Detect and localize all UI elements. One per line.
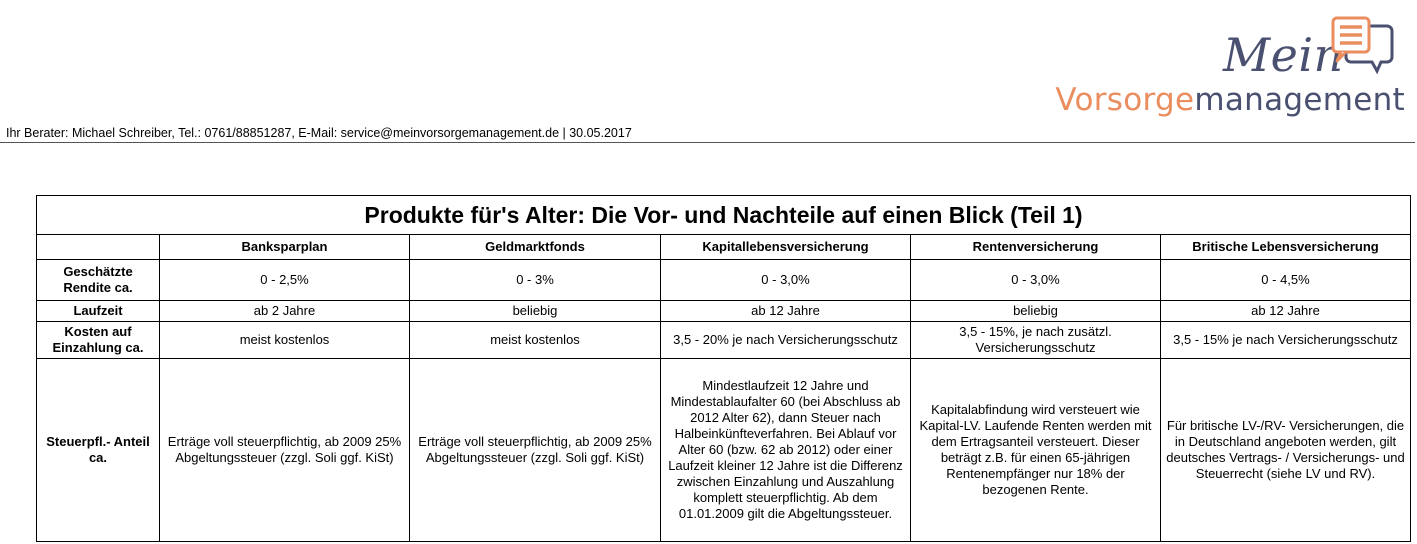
comparison-table: Produkte für's Alter: Die Vor- und Nacht… (35, 195, 1412, 542)
table-cell: 3,5 - 20% je nach Versicherungsschutz (660, 321, 911, 359)
logo-wordmark: Vorsorgemanagement (1055, 82, 1405, 118)
table-cell: beliebig (409, 300, 661, 322)
table-cell: 0 - 3,0% (660, 259, 911, 301)
table-cell: 0 - 3% (409, 259, 661, 301)
corner-cell (36, 234, 160, 260)
table-cell: ab 12 Jahre (1159, 300, 1412, 322)
table-cell: Kapitalabfindung wird versteuert wie Kap… (910, 358, 1161, 542)
chat-bubbles-icon (1331, 16, 1394, 75)
header-divider (0, 142, 1415, 143)
logo-word-management: management (1194, 82, 1405, 118)
table-cell: ab 12 Jahre (660, 300, 911, 322)
column-header: Banksparplan (159, 234, 410, 260)
table-cell: 0 - 3,0% (910, 259, 1161, 301)
row-label: Steuerpfl.- Anteil ca. (36, 358, 160, 542)
logo-word-mein: Mein (1223, 28, 1344, 82)
table-cell: Erträge voll steuerpflichtig, ab 2009 25… (409, 358, 661, 542)
row-label: Geschätzte Rendite ca. (36, 259, 160, 301)
table-row-laufzeit: Laufzeit ab 2 Jahre beliebig ab 12 Jahre… (36, 300, 1412, 322)
table-cell: ab 2 Jahre (159, 300, 410, 322)
logo-word-vorsorge: Vorsorge (1055, 82, 1195, 118)
table-cell: 0 - 2,5% (159, 259, 410, 301)
table-cell: Für britische LV-/RV- Versicherungen, di… (1159, 358, 1412, 542)
table-cell: 3,5 - 15% je nach Versicherungsschutz (1159, 321, 1412, 359)
column-header: Britische Lebensversicherung (1159, 234, 1412, 260)
table-cell: 3,5 - 15%, je nach zusätzl. Versicherung… (910, 321, 1161, 359)
table-row-steuer: Steuerpfl.- Anteil ca. Erträge voll steu… (36, 358, 1412, 542)
table-row-kosten: Kosten auf Einzahlung ca. meist kostenlo… (36, 321, 1412, 359)
column-header: Kapitallebensversicherung (660, 234, 911, 260)
table-row-rendite: Geschätzte Rendite ca. 0 - 2,5% 0 - 3% 0… (36, 259, 1412, 301)
table-title: Produkte für's Alter: Die Vor- und Nacht… (35, 195, 1412, 235)
table-cell: 0 - 4,5% (1159, 259, 1412, 301)
advisor-contact-line: Ihr Berater: Michael Schreiber, Tel.: 07… (6, 126, 632, 140)
table-cell: meist kostenlos (159, 321, 410, 359)
row-label: Kosten auf Einzahlung ca. (36, 321, 160, 359)
table-cell: Erträge voll steuerpflichtig, ab 2009 25… (159, 358, 410, 542)
column-header: Rentenversicherung (910, 234, 1161, 260)
table-cell: Mindestlaufzeit 12 Jahre und Mindestabla… (660, 358, 911, 542)
row-label: Laufzeit (36, 300, 160, 322)
logo: Mein Vorsorgemanagement (1055, 14, 1405, 124)
table-cell: beliebig (910, 300, 1161, 322)
column-header: Geldmarktfonds (409, 234, 661, 260)
table-cell: meist kostenlos (409, 321, 661, 359)
